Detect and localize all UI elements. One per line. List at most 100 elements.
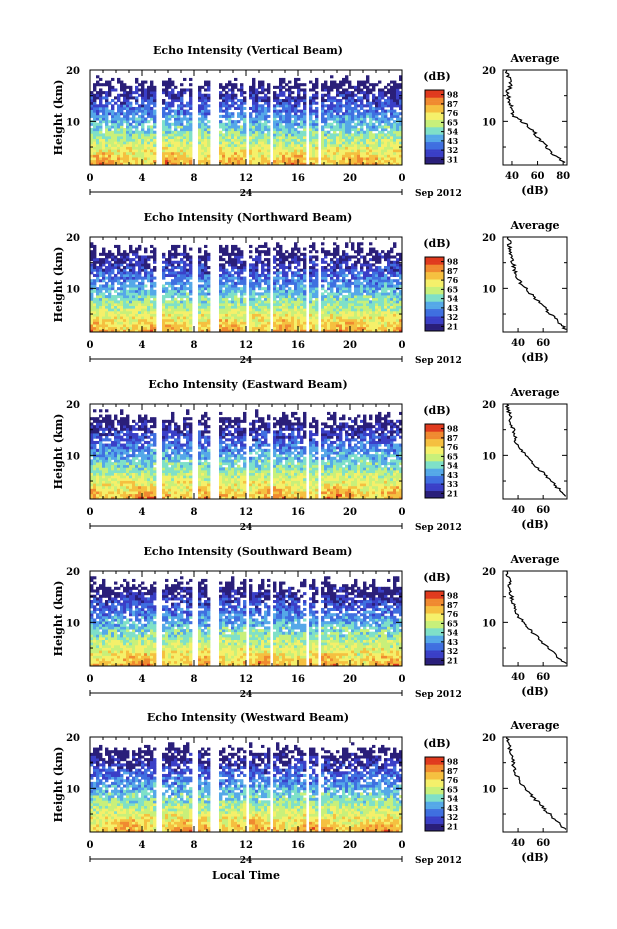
echo-cell <box>279 297 283 301</box>
colorbar-segment <box>425 102 444 106</box>
echo-cell <box>396 88 400 92</box>
echo-cell <box>276 128 280 132</box>
echo-cell <box>255 313 259 317</box>
echo-cell <box>111 104 115 108</box>
echo-cell <box>249 308 253 312</box>
echo-cell <box>180 318 184 322</box>
echo-cell <box>225 96 229 100</box>
echo-cell <box>354 326 358 330</box>
echo-cell <box>351 106 355 110</box>
echo-cell <box>330 128 334 132</box>
echo-cell <box>225 300 229 304</box>
echo-cell <box>321 250 325 254</box>
echo-cell <box>309 114 313 118</box>
echo-cell <box>348 305 352 309</box>
echo-cell <box>255 255 259 259</box>
echo-cell <box>180 295 184 299</box>
echo-cell <box>135 141 139 145</box>
echo-cell <box>96 297 100 301</box>
echo-cell <box>90 138 94 142</box>
echo-cell <box>138 122 142 126</box>
echo-cell <box>276 141 280 145</box>
echo-cell <box>312 295 316 299</box>
echo-cell <box>126 154 130 158</box>
echo-cell <box>390 162 394 166</box>
echo-cell <box>297 162 301 166</box>
echo-cell <box>345 80 349 84</box>
echo-cell <box>255 284 259 288</box>
echo-cell <box>243 324 247 328</box>
echo-cell <box>96 324 100 328</box>
echo-cell <box>312 122 316 126</box>
echo-cell <box>258 128 262 132</box>
echo-cell <box>168 138 172 142</box>
echo-cell <box>315 112 319 116</box>
echo-cell <box>96 276 100 280</box>
echo-cell <box>183 276 187 280</box>
echo-cell <box>288 96 292 100</box>
echo-cell <box>222 295 226 299</box>
echo-cell <box>339 255 343 259</box>
echo-cell <box>258 292 262 296</box>
echo-cell <box>357 329 361 333</box>
echo-cell <box>222 313 226 317</box>
echo-cell <box>174 252 178 256</box>
echo-cell <box>255 104 259 108</box>
echo-cell <box>177 141 181 145</box>
echo-cell <box>330 289 334 293</box>
echo-cell <box>279 302 283 307</box>
echo-cell <box>342 128 346 132</box>
echo-cell <box>135 80 139 84</box>
echo-cell <box>168 109 172 113</box>
echo-cell <box>285 135 289 140</box>
echo-cell <box>288 292 292 296</box>
echo-cell <box>249 122 253 126</box>
echo-cell <box>291 138 295 142</box>
echo-cell <box>267 83 271 87</box>
echo-cell <box>147 149 151 153</box>
echo-cell <box>117 104 121 108</box>
echo-cell <box>219 308 223 312</box>
echo-cell <box>261 329 265 333</box>
echo-cell <box>222 321 226 325</box>
echo-cell <box>120 141 124 145</box>
echo-cell <box>315 289 319 293</box>
echo-cell <box>99 258 103 262</box>
echo-cell <box>327 99 331 103</box>
echo-cell <box>162 157 166 161</box>
echo-cell <box>126 151 130 155</box>
echo-cell <box>168 117 172 121</box>
echo-cell <box>126 120 130 124</box>
echo-cell <box>240 93 244 97</box>
echo-cell <box>276 154 280 158</box>
echo-cell <box>225 133 229 137</box>
echo-cell <box>354 117 358 121</box>
echo-cell <box>390 96 394 100</box>
echo-cell <box>219 106 223 110</box>
echo-cell <box>222 151 226 155</box>
echo-cell <box>279 138 283 142</box>
echo-cell <box>372 96 376 100</box>
echo-cell <box>327 297 331 301</box>
echo-cell <box>225 101 229 105</box>
echo-cell <box>183 266 187 270</box>
echo-cell <box>360 138 364 142</box>
echo-cell <box>240 88 244 92</box>
echo-cell <box>132 287 136 291</box>
echo-cell <box>243 266 247 270</box>
echo-cell <box>174 109 178 113</box>
echo-cell <box>144 268 148 272</box>
echo-cell <box>165 101 169 105</box>
echo-cell <box>276 326 280 330</box>
echo-cell <box>258 151 262 155</box>
echo-cell <box>366 85 370 89</box>
echo-cell <box>300 310 304 314</box>
echo-cell <box>333 324 337 328</box>
echo-cell <box>312 268 316 272</box>
echo-cell <box>129 263 133 267</box>
echo-cell <box>276 151 280 155</box>
echo-cell <box>303 93 307 97</box>
echo-cell <box>105 91 109 95</box>
echo-cell <box>222 271 226 275</box>
echo-cell <box>321 109 325 113</box>
